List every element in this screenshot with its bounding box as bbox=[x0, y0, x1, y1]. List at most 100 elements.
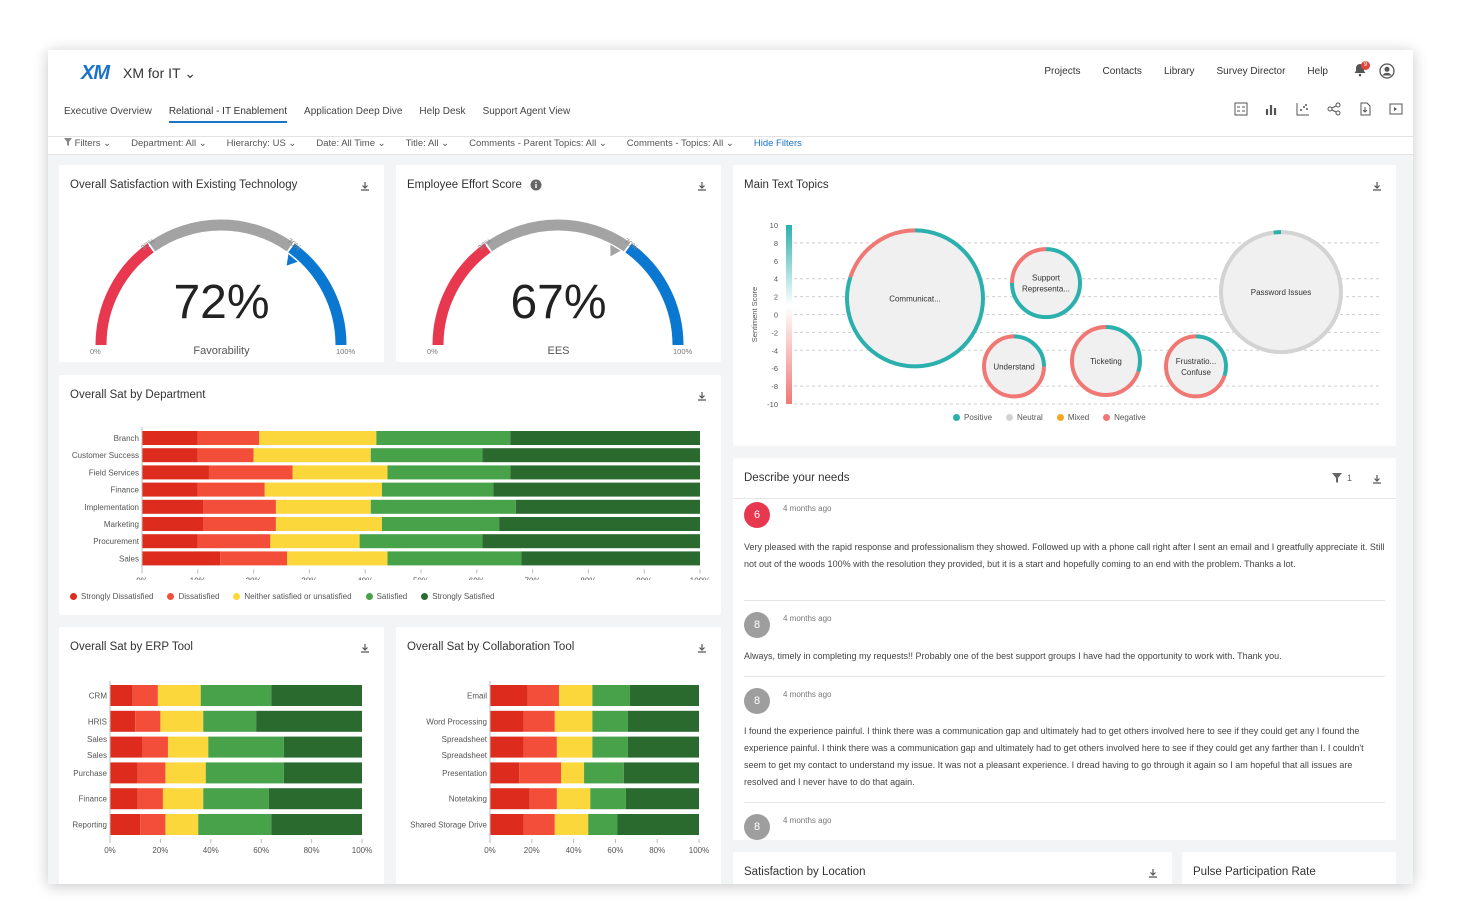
fullscreen-icon[interactable] bbox=[1389, 102, 1403, 116]
topic-bubble: Support Representa... bbox=[1010, 247, 1082, 320]
scatter-icon[interactable] bbox=[1296, 102, 1310, 116]
x-tick-label: 80% bbox=[580, 576, 596, 580]
sentiment-ring bbox=[1164, 334, 1228, 399]
tab-relational-it-enablement[interactable]: Relational - IT Enablement bbox=[168, 106, 288, 123]
bar-segment bbox=[490, 736, 524, 758]
nav-library[interactable]: Library bbox=[1163, 66, 1195, 77]
bar-segment bbox=[165, 814, 199, 835]
bubble-label: Frustratio... bbox=[1176, 357, 1216, 366]
bar-chart-icon[interactable] bbox=[1265, 102, 1279, 116]
erp-chart-card: Overall Sat by ERP Tool CRM HRIS Sales Sale… bbox=[59, 627, 384, 884]
hide-filters-link[interactable]: Hide Filters bbox=[753, 137, 802, 149]
x-tick-label: 40% bbox=[357, 576, 373, 580]
download-icon[interactable] bbox=[1148, 868, 1158, 878]
legend-strongly-satisfied: Strongly Satisfied bbox=[421, 592, 495, 601]
stacked-bar-chart: Branch Customer Success Field Services Fina… bbox=[72, 427, 710, 580]
category-label: Notetaking bbox=[449, 795, 487, 804]
effort-gauge-card: Employee Effort Score 30% 70% 67% EES 0% … bbox=[396, 165, 721, 362]
layout-icon[interactable] bbox=[1234, 102, 1248, 116]
tab-help-desk[interactable]: Help Desk bbox=[419, 106, 466, 117]
bar-segment bbox=[370, 499, 516, 514]
topic-bubble: Communicat... bbox=[845, 228, 985, 369]
xm-logo[interactable]: XM bbox=[81, 62, 110, 84]
tab-application-deep-dive[interactable]: Application Deep Dive bbox=[304, 106, 403, 117]
filter-hierarchy[interactable]: Hierarchy: US ⌄ bbox=[226, 137, 297, 149]
card-title: Satisfaction by Location bbox=[744, 866, 866, 878]
filter-title[interactable]: Title: All ⌄ bbox=[405, 137, 450, 149]
bubble-fill bbox=[847, 230, 983, 367]
sentiment-ring bbox=[1219, 230, 1343, 355]
bar-segment bbox=[627, 710, 699, 732]
bar-segment bbox=[142, 499, 204, 514]
tab-executive-overview[interactable]: Executive Overview bbox=[64, 106, 152, 117]
download-icon[interactable] bbox=[360, 181, 370, 191]
gauge-label: Favorability bbox=[193, 345, 250, 357]
divider bbox=[744, 802, 1385, 803]
download-icon[interactable] bbox=[360, 643, 370, 653]
filter-date[interactable]: Date: All Time ⌄ bbox=[316, 137, 386, 149]
bar-segment bbox=[493, 482, 700, 497]
download-icon[interactable] bbox=[697, 181, 707, 191]
share-icon[interactable] bbox=[1327, 102, 1341, 116]
nav-projects[interactable]: Projects bbox=[1044, 66, 1081, 77]
filter-parent-topics[interactable]: Comments - Parent Topics: All ⌄ bbox=[469, 137, 607, 149]
bar-segment bbox=[554, 814, 589, 835]
filter-department[interactable]: Department: All ⌄ bbox=[131, 137, 207, 149]
bar-segment bbox=[623, 762, 699, 784]
bar-segment bbox=[590, 788, 626, 810]
download-icon[interactable] bbox=[697, 643, 707, 653]
tab-support-agent-view[interactable]: Support Agent View bbox=[482, 106, 571, 117]
y-tick-label: 10 bbox=[770, 221, 778, 230]
legend-negative: Negative bbox=[1103, 413, 1146, 422]
export-icon[interactable] bbox=[1358, 102, 1372, 116]
download-icon[interactable] bbox=[1372, 474, 1382, 484]
bar-segment bbox=[482, 448, 700, 463]
bar-segment bbox=[490, 762, 520, 784]
bar-segment bbox=[270, 534, 360, 549]
app-title-dropdown[interactable]: XM for IT ⌄ bbox=[123, 65, 196, 81]
score-avatar: 8 bbox=[744, 814, 770, 840]
card-title: Overall Sat by Department bbox=[70, 389, 206, 401]
tab-bar: Executive Overview Relational - IT Enabl… bbox=[64, 106, 570, 123]
filter-topics[interactable]: Comments - Topics: All ⌄ bbox=[626, 137, 734, 149]
bar-segment bbox=[490, 710, 524, 732]
nav-contacts[interactable]: Contacts bbox=[1102, 66, 1142, 77]
bar-segment bbox=[630, 685, 699, 706]
filters-toggle[interactable]: Filters ⌄ bbox=[64, 137, 111, 149]
x-tick-label: 0% bbox=[136, 576, 148, 580]
y-tick-label: -6 bbox=[771, 364, 778, 373]
bar-segment bbox=[256, 710, 362, 732]
view-toolbar bbox=[1234, 102, 1403, 116]
x-tick-label: 10% bbox=[190, 576, 206, 580]
bar-segment bbox=[275, 499, 371, 514]
card-title: Overall Sat by ERP Tool bbox=[70, 641, 193, 653]
bar-segment bbox=[220, 551, 288, 566]
bar-segment bbox=[197, 482, 265, 497]
filter-icon[interactable] bbox=[1332, 473, 1342, 483]
bar-segment bbox=[275, 517, 382, 531]
gauge-min: 0% bbox=[427, 347, 438, 356]
user-icon[interactable] bbox=[1379, 63, 1395, 79]
bar-segment bbox=[197, 431, 260, 445]
info-icon[interactable] bbox=[530, 179, 542, 191]
gauge-pointer bbox=[610, 244, 621, 257]
download-icon[interactable] bbox=[1372, 181, 1382, 191]
nav-survey-director[interactable]: Survey Director bbox=[1216, 66, 1286, 77]
nav-help[interactable]: Help bbox=[1307, 66, 1328, 77]
bar-segment bbox=[142, 517, 204, 531]
bar-segment bbox=[271, 814, 362, 835]
category-label: Finance bbox=[79, 795, 108, 804]
bar-segment bbox=[110, 762, 138, 784]
bubble-label: Representa... bbox=[1022, 285, 1070, 294]
download-icon[interactable] bbox=[697, 391, 707, 401]
comment-text: Very pleased with the rapid response and… bbox=[744, 542, 1385, 569]
bubble-label: Support bbox=[1032, 274, 1061, 283]
bar-segment bbox=[558, 685, 593, 706]
bar-segment bbox=[523, 736, 557, 758]
comment-date: 4 months ago bbox=[783, 614, 832, 623]
bubble-fill bbox=[1012, 249, 1080, 318]
bubble-fill bbox=[984, 336, 1044, 397]
legend-strongly-dissatisfied: Strongly Dissatisfied bbox=[70, 592, 153, 601]
topic-bubble: Ticketing bbox=[1070, 325, 1142, 398]
bar-segment bbox=[561, 762, 585, 784]
